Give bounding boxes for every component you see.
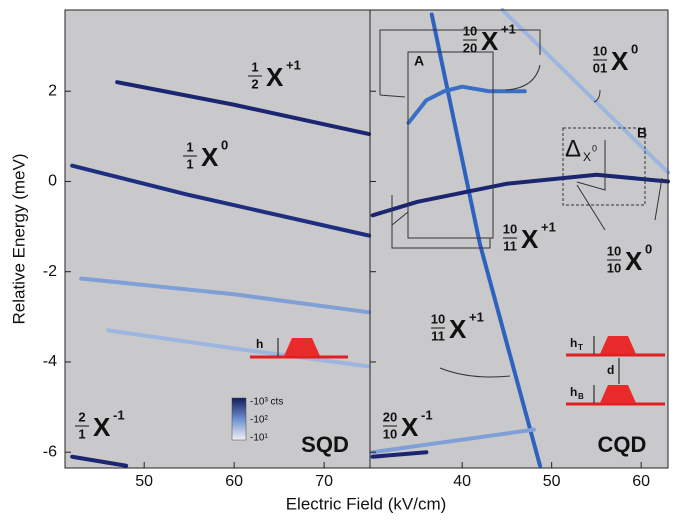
y-tick-label: -4 bbox=[43, 353, 57, 370]
box-b bbox=[562, 127, 646, 206]
x-tick-label: 50 bbox=[135, 473, 153, 490]
annotation-top: 10 bbox=[593, 43, 607, 58]
colorbar-label: -10² bbox=[250, 415, 268, 426]
annotation-bottom: 1 bbox=[78, 426, 85, 441]
annotation-top: 10 bbox=[431, 311, 445, 326]
annotation-main: X bbox=[201, 142, 219, 172]
arrow bbox=[576, 177, 663, 231]
annotation-bottom: 10 bbox=[607, 260, 621, 275]
arrow bbox=[439, 367, 511, 378]
emission-line bbox=[70, 454, 129, 468]
emission-line bbox=[370, 427, 536, 455]
x-tick-label: 50 bbox=[543, 473, 561, 490]
annotation-main: X bbox=[521, 224, 539, 254]
y-tick-label: 0 bbox=[48, 173, 57, 190]
panel-label: CQD bbox=[598, 432, 647, 457]
annotation-main: X bbox=[481, 26, 499, 56]
arrow bbox=[505, 64, 541, 91]
inset-label: d bbox=[607, 363, 614, 377]
annotation-bottom: 11 bbox=[431, 328, 445, 343]
inset-dot bbox=[600, 385, 636, 403]
emission-line bbox=[106, 328, 372, 369]
annotation-main: X bbox=[449, 314, 467, 344]
inset-label-sub: T bbox=[578, 343, 583, 352]
inset-dot bbox=[600, 336, 636, 354]
annotation-sup: 0 bbox=[221, 137, 228, 152]
annotation-sup: 0 bbox=[645, 241, 652, 256]
annotation-bottom: 01 bbox=[593, 60, 607, 75]
annotation-main: X bbox=[625, 246, 643, 276]
annotation-top: 2 bbox=[78, 409, 85, 424]
inset-label: h bbox=[570, 336, 577, 350]
annotation-sup: -1 bbox=[421, 407, 433, 422]
annotation-bottom: 1 bbox=[186, 156, 193, 171]
annotation-top: 1 bbox=[186, 139, 193, 154]
annotation-top: 10 bbox=[503, 221, 517, 236]
annotation-top: 10 bbox=[607, 243, 621, 258]
inset bbox=[231, 336, 665, 441]
x-tick-label: 40 bbox=[453, 473, 471, 490]
box-label: A bbox=[414, 53, 424, 69]
annotation-sup: +1 bbox=[501, 21, 516, 36]
inset-label-sub: B bbox=[578, 392, 584, 401]
annotation-top: 20 bbox=[383, 409, 397, 424]
emission-line bbox=[370, 450, 429, 459]
emission-line bbox=[115, 80, 372, 137]
annotation-bottom: 20 bbox=[463, 40, 477, 55]
y-tick-label: 2 bbox=[48, 82, 57, 99]
delta-sup: 0 bbox=[592, 143, 597, 153]
arrow bbox=[593, 89, 601, 103]
panel-frame bbox=[369, 9, 669, 469]
delta-sub: X bbox=[583, 150, 591, 164]
inset-label: h bbox=[570, 385, 577, 399]
layout bbox=[379, 29, 663, 378]
annotation-sup: 0 bbox=[631, 41, 638, 56]
annotation-bottom: 2 bbox=[251, 76, 258, 91]
annotation-sup: +1 bbox=[286, 57, 301, 72]
emission-line bbox=[70, 163, 372, 238]
annotation-sup: +1 bbox=[469, 309, 484, 324]
panel-bg bbox=[65, 10, 370, 468]
plot-layer bbox=[70, 8, 670, 468]
box-a bbox=[407, 51, 494, 239]
y-axis-label: Relative Energy (meV) bbox=[9, 153, 28, 324]
arrow bbox=[576, 140, 606, 191]
annotation-top: 10 bbox=[463, 23, 477, 38]
annotation-main: X bbox=[266, 62, 284, 92]
y-tick-label: -6 bbox=[43, 443, 57, 460]
annotation-main: X bbox=[611, 46, 629, 76]
x-tick-label: 60 bbox=[225, 473, 243, 490]
emission-line bbox=[500, 8, 670, 175]
x-axis-label: Electric Field (kV/cm) bbox=[286, 494, 447, 513]
annotation-top: 1 bbox=[251, 59, 258, 74]
inset-label: h bbox=[256, 337, 263, 351]
annotation-main: X bbox=[401, 412, 419, 442]
delta: Δ bbox=[565, 135, 581, 162]
emission-line bbox=[79, 276, 372, 315]
emission-line bbox=[370, 172, 670, 218]
y-tick-label: -2 bbox=[43, 263, 57, 280]
box-label: B bbox=[637, 125, 647, 141]
colorbar bbox=[231, 397, 247, 441]
annotation-bottom: 10 bbox=[383, 426, 397, 441]
panel-label: SQD bbox=[301, 432, 349, 457]
annotation-sup: +1 bbox=[541, 219, 556, 234]
annotation-bottom: 11 bbox=[503, 238, 517, 253]
annotation-main: X bbox=[93, 412, 111, 442]
x-tick-label: 60 bbox=[632, 473, 650, 490]
colorbar-label: -10³ cts bbox=[250, 397, 283, 408]
inset-dot bbox=[284, 338, 320, 356]
arrow bbox=[379, 29, 541, 98]
arrow bbox=[391, 195, 491, 249]
colorbar-label: -10¹ bbox=[250, 433, 268, 444]
annotation-sup: -1 bbox=[113, 407, 125, 422]
x-tick-label: 70 bbox=[315, 473, 333, 490]
emission-line bbox=[406, 84, 527, 125]
